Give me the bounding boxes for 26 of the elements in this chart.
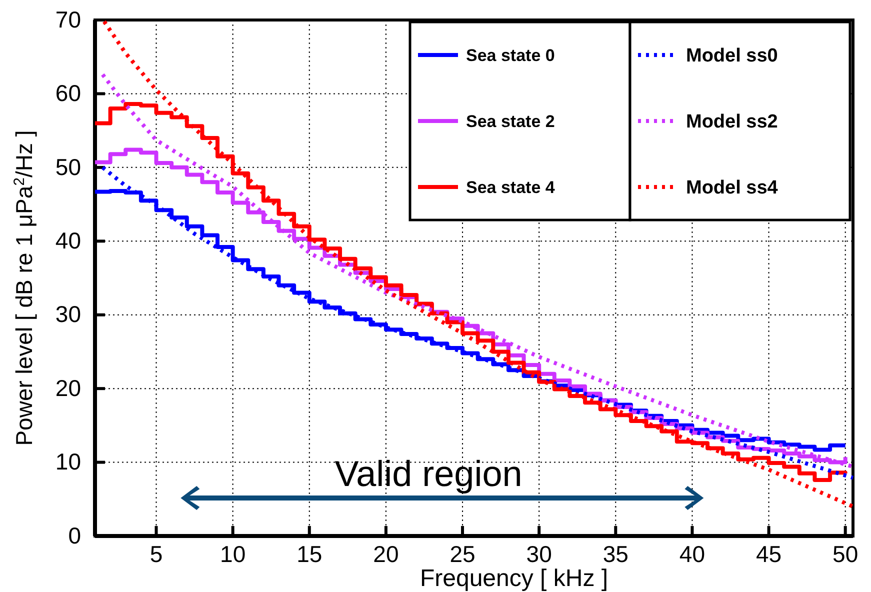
x-tick-label: 40 (679, 541, 706, 568)
y-tick-label: 50 (55, 154, 81, 180)
x-tick-label: 20 (373, 541, 399, 568)
x-tick-label: 10 (220, 541, 246, 568)
y-tick-label: 20 (55, 374, 81, 401)
y-tick-label: 70 (55, 6, 81, 32)
y-tick-label: 10 (55, 448, 81, 475)
x-axis-title: Frequency [ kHz ] (420, 565, 608, 592)
x-tick-label: 35 (602, 541, 628, 568)
legend-label: Sea state 4 (466, 178, 556, 197)
y-tick-label: 30 (55, 301, 81, 328)
y-tick-label: 0 (68, 522, 81, 548)
legend-label: Model ss2 (686, 112, 778, 133)
x-tick-label: 15 (296, 541, 322, 568)
x-tick-label: 45 (756, 541, 782, 568)
y-tick-label: 60 (55, 80, 81, 106)
annotation: Valid region (334, 453, 522, 494)
x-tick-label: 50 (832, 541, 858, 568)
x-tick-label: 25 (450, 541, 476, 568)
y-tick-label: 40 (55, 228, 81, 254)
x-tick-label: 30 (526, 541, 552, 568)
legend-label: Model ss4 (686, 178, 778, 199)
legend-label: Sea state 2 (466, 112, 555, 131)
legend-label: Model ss0 (686, 46, 778, 67)
legend-label: Sea state 0 (466, 46, 555, 65)
x-tick-label: 5 (150, 541, 163, 568)
